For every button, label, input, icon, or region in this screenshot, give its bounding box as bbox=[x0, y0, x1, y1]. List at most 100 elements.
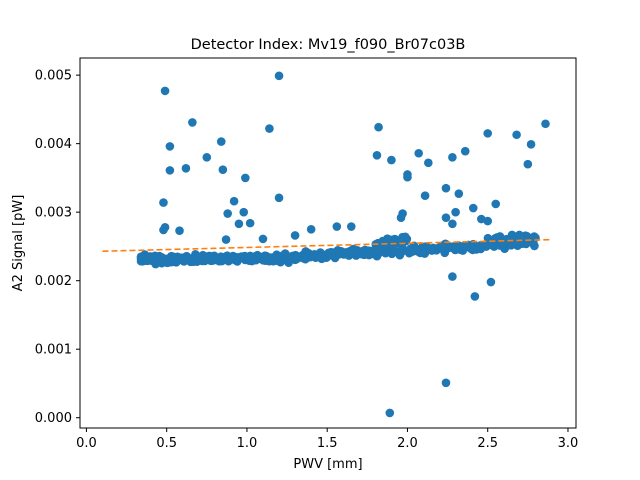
data-point bbox=[272, 253, 282, 262]
data-point bbox=[314, 252, 323, 261]
data-point bbox=[224, 255, 233, 265]
data-point bbox=[526, 140, 536, 149]
data-point bbox=[274, 71, 284, 81]
data-point bbox=[448, 272, 457, 281]
data-point bbox=[372, 151, 382, 160]
data-point bbox=[426, 245, 435, 254]
data-point bbox=[346, 222, 356, 231]
x-tick-label: 0.5 bbox=[156, 436, 177, 451]
fit-line bbox=[102, 238, 552, 253]
data-point bbox=[202, 153, 212, 162]
data-point bbox=[424, 158, 433, 168]
data-point bbox=[239, 207, 249, 217]
data-point bbox=[234, 219, 244, 229]
data-point bbox=[136, 253, 146, 262]
data-point bbox=[454, 189, 464, 198]
x-tick-label: 1.5 bbox=[317, 436, 338, 451]
data-point bbox=[292, 254, 301, 264]
points-layer bbox=[136, 71, 550, 418]
y-axis-ticks: 0.000 0.001 0.002 0.003 0.004 0.005 bbox=[35, 69, 80, 426]
data-point bbox=[451, 207, 460, 217]
fit-layer bbox=[102, 238, 552, 253]
data-point bbox=[165, 166, 175, 175]
data-point bbox=[152, 258, 162, 267]
data-point bbox=[181, 164, 191, 173]
data-point bbox=[346, 247, 356, 257]
data-point bbox=[396, 237, 406, 246]
data-point bbox=[468, 203, 478, 213]
data-point bbox=[420, 191, 430, 201]
data-point bbox=[285, 252, 294, 262]
data-point bbox=[330, 247, 340, 257]
data-point bbox=[507, 230, 517, 240]
x-tick-label: 0.0 bbox=[76, 436, 97, 451]
data-point bbox=[374, 122, 383, 132]
data-point bbox=[241, 173, 250, 183]
data-point bbox=[144, 253, 153, 263]
data-point bbox=[406, 246, 416, 256]
data-point bbox=[441, 213, 451, 222]
plot-frame bbox=[79, 57, 577, 429]
data-point bbox=[165, 142, 175, 151]
y-tick-label: 0.004 bbox=[35, 137, 72, 152]
y-tick-label: 0.001 bbox=[35, 343, 72, 358]
data-point bbox=[403, 172, 412, 182]
data-point bbox=[498, 240, 508, 249]
data-point bbox=[245, 218, 255, 228]
data-point bbox=[454, 241, 463, 250]
data-point bbox=[483, 129, 493, 138]
data-point bbox=[216, 137, 226, 146]
data-point bbox=[229, 196, 239, 206]
data-point bbox=[218, 165, 228, 174]
data-point bbox=[385, 408, 395, 418]
data-point bbox=[175, 226, 184, 235]
data-point bbox=[160, 86, 170, 96]
data-point bbox=[168, 256, 178, 265]
data-point bbox=[362, 246, 372, 255]
data-point bbox=[398, 243, 407, 253]
data-point bbox=[188, 118, 197, 127]
data-point bbox=[179, 254, 189, 264]
data-point bbox=[492, 233, 502, 242]
data-point bbox=[506, 240, 516, 250]
data-point bbox=[470, 292, 480, 301]
data-point bbox=[243, 252, 253, 262]
x-axis-label: PWV [mm] bbox=[293, 457, 362, 472]
data-point bbox=[306, 225, 316, 234]
data-point bbox=[524, 237, 533, 247]
data-point bbox=[370, 246, 380, 255]
data-point bbox=[486, 277, 496, 287]
data-point bbox=[223, 209, 232, 218]
data-point bbox=[491, 199, 501, 209]
x-axis-ticks: 0.0 0.5 1.0 1.5 2.0 2.5 3.0 bbox=[76, 428, 578, 451]
y-tick-label: 0.000 bbox=[35, 411, 72, 426]
x-tick-label: 1.0 bbox=[237, 436, 258, 451]
data-point bbox=[441, 183, 451, 193]
data-point bbox=[332, 222, 342, 231]
data-point bbox=[290, 231, 300, 240]
data-point bbox=[221, 235, 231, 244]
data-point bbox=[324, 248, 334, 258]
data-point bbox=[258, 234, 268, 244]
data-point bbox=[159, 198, 168, 207]
y-tick-label: 0.003 bbox=[35, 206, 72, 221]
data-point bbox=[541, 119, 550, 129]
data-point bbox=[162, 254, 171, 264]
x-tick-label: 3.0 bbox=[558, 436, 579, 451]
data-point bbox=[523, 159, 533, 169]
data-point bbox=[204, 253, 213, 262]
data-point bbox=[468, 244, 477, 254]
data-point bbox=[396, 213, 406, 222]
data-point bbox=[274, 193, 284, 203]
data-point bbox=[487, 240, 497, 250]
data-point bbox=[391, 247, 400, 257]
data-point bbox=[265, 124, 274, 133]
data-point bbox=[448, 153, 457, 162]
y-tick-label: 0.002 bbox=[35, 274, 72, 289]
data-point bbox=[338, 247, 347, 257]
data-point bbox=[517, 232, 526, 242]
data-point bbox=[217, 256, 227, 266]
data-point bbox=[476, 214, 486, 224]
